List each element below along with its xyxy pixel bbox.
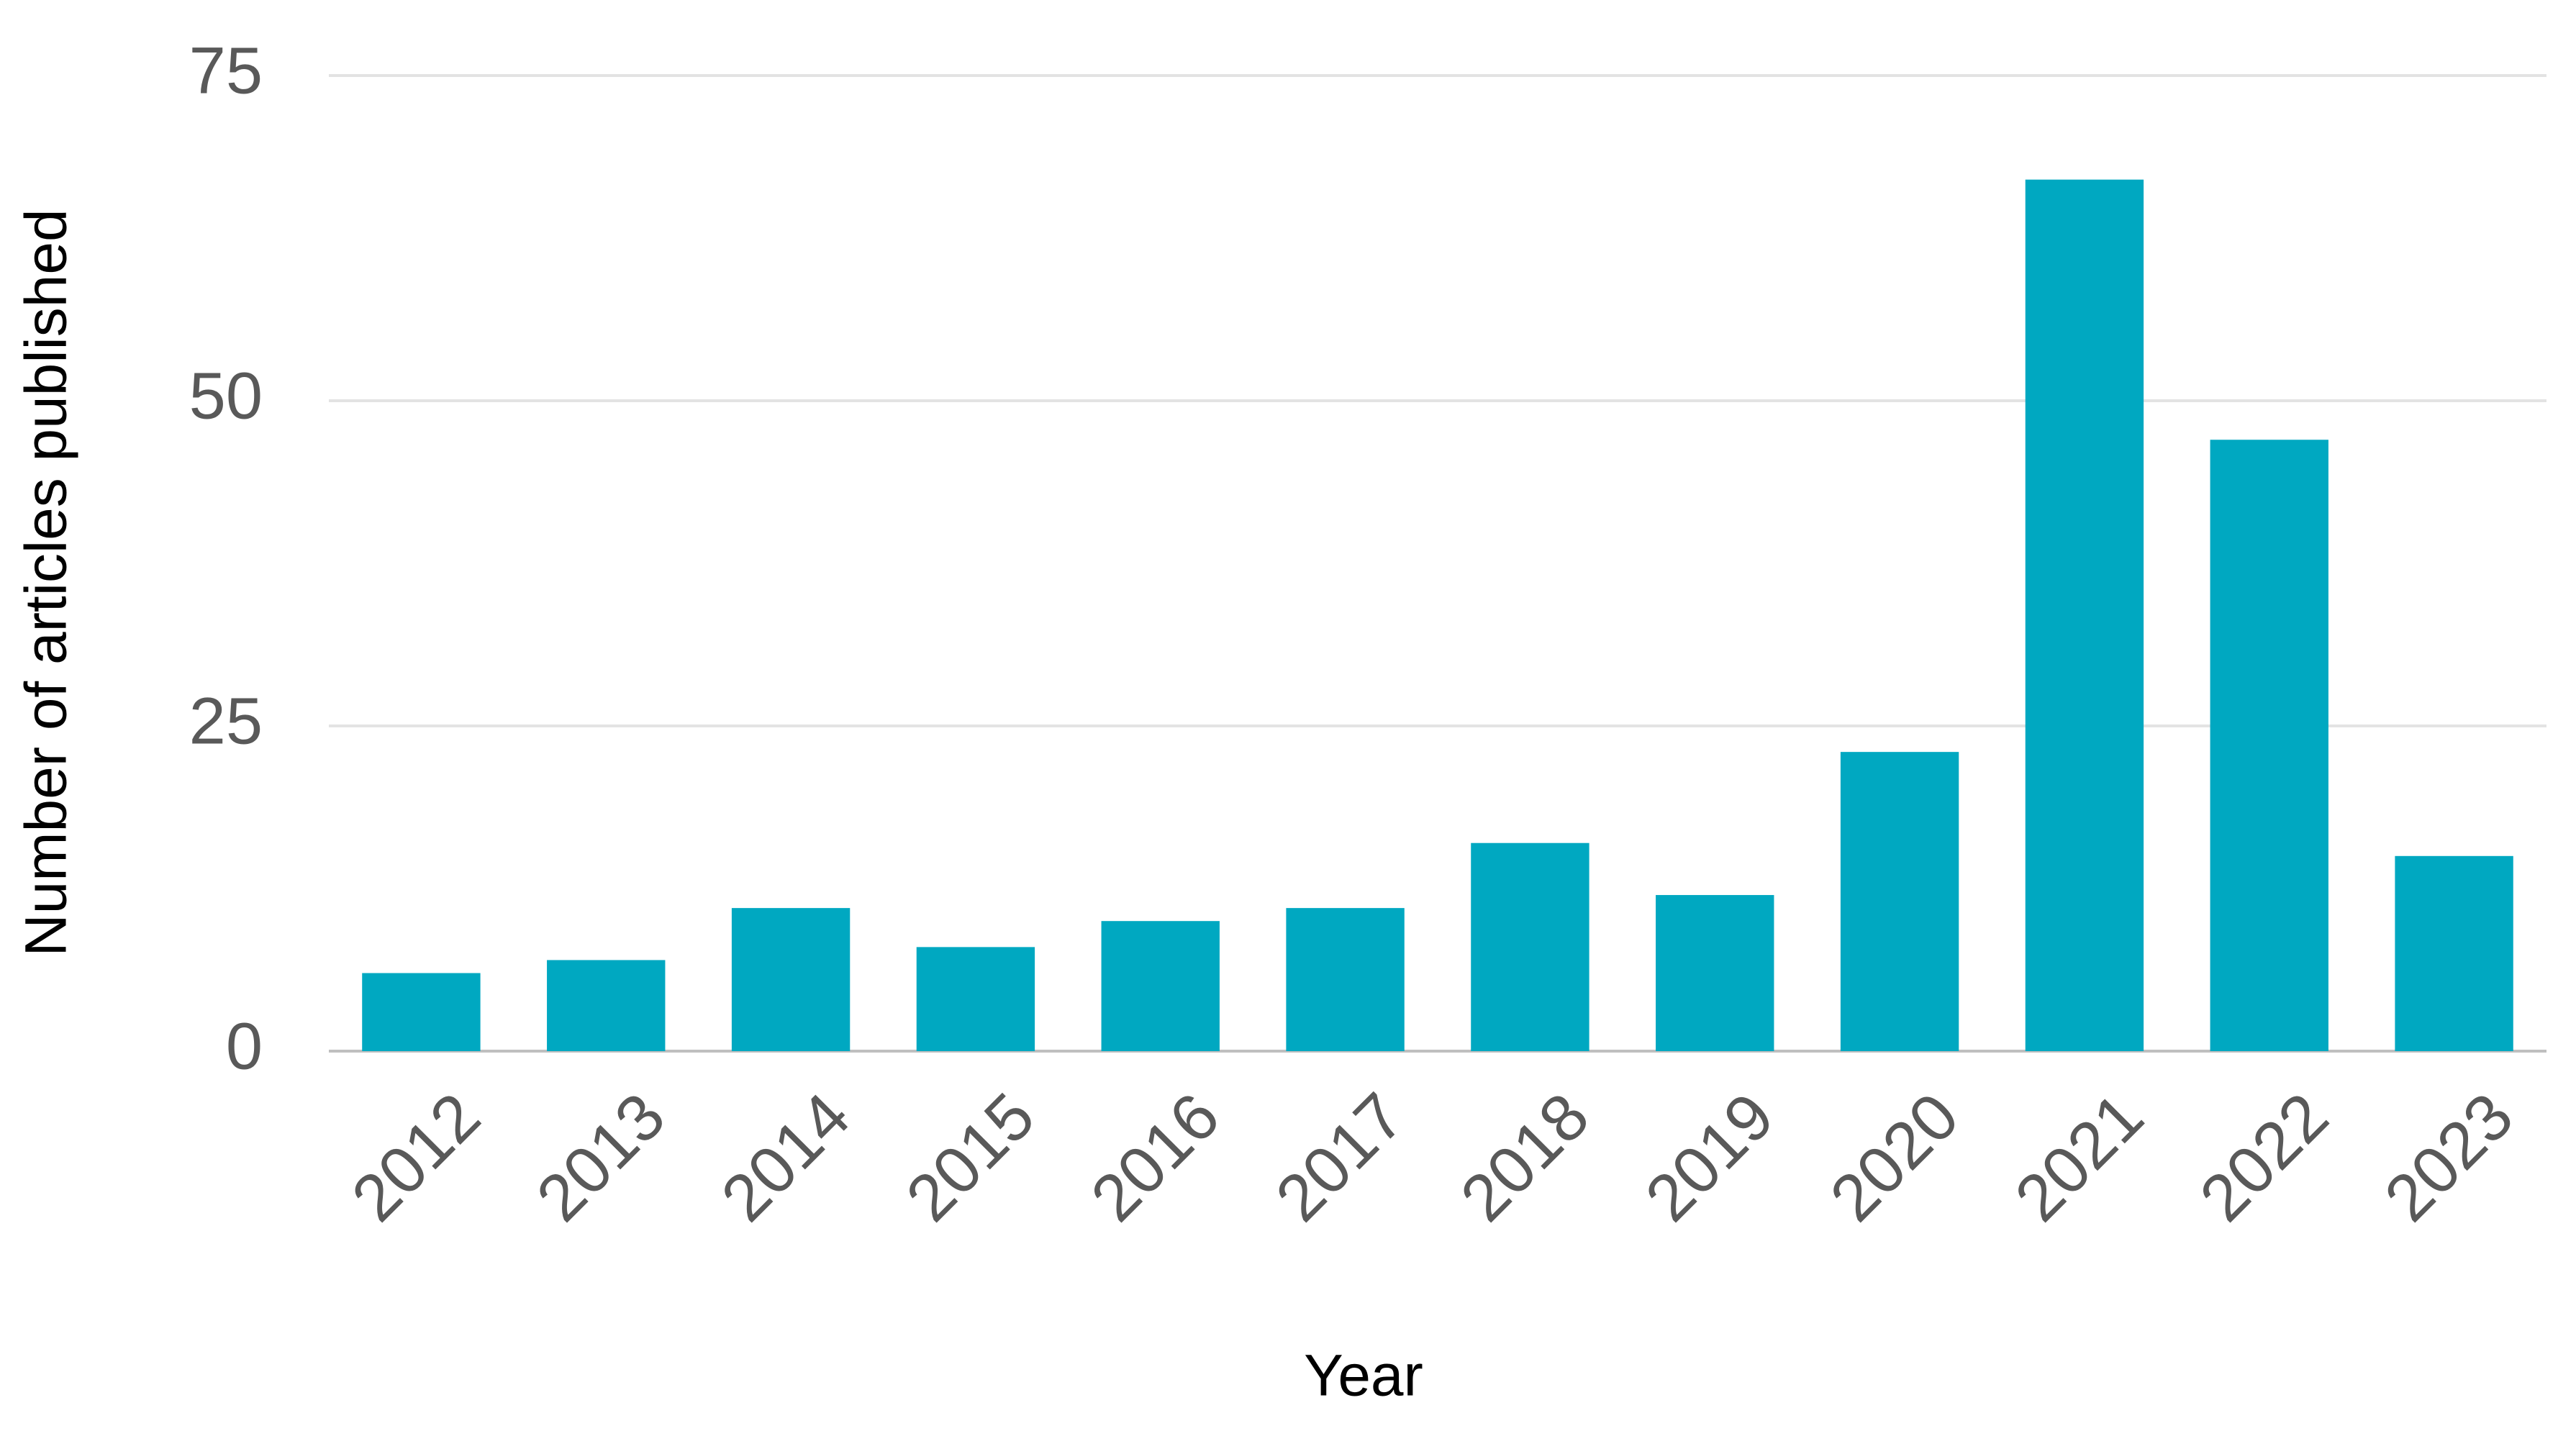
x-axis-title: Year [1304, 1343, 1423, 1409]
x-tick-label: 2021 [2001, 1079, 2157, 1235]
x-tick-label: 2023 [2371, 1079, 2527, 1235]
y-tick-label: 50 [189, 359, 263, 432]
y-tick-label: 75 [189, 34, 263, 107]
y-tick-label: 25 [189, 684, 263, 758]
bar [1471, 842, 1589, 1051]
y-tick-label: 0 [226, 1009, 263, 1083]
x-tick-label: 2022 [2186, 1079, 2342, 1235]
x-tick-label: 2012 [338, 1079, 494, 1235]
bar [362, 973, 481, 1051]
x-tick-label: 2020 [1817, 1079, 1973, 1235]
bar [1840, 752, 1959, 1051]
y-axis-title: Number of articles published [14, 209, 79, 956]
bar [1286, 908, 1405, 1051]
bar [1101, 921, 1220, 1051]
bar [916, 947, 1035, 1051]
bar [2210, 440, 2328, 1051]
x-tick-label: 2013 [523, 1079, 679, 1235]
bar [731, 908, 851, 1051]
x-tick-label: 2017 [1262, 1079, 1418, 1235]
bar [1656, 895, 1774, 1051]
x-tick-label: 2018 [1447, 1079, 1603, 1235]
x-tick-label: 2016 [1077, 1079, 1233, 1235]
x-tick-label: 2019 [1632, 1079, 1788, 1235]
x-tick-label: 2014 [708, 1079, 864, 1235]
bar [2395, 855, 2513, 1051]
bar [547, 960, 666, 1051]
bar [2025, 179, 2144, 1051]
x-tick-label: 2015 [892, 1079, 1048, 1235]
